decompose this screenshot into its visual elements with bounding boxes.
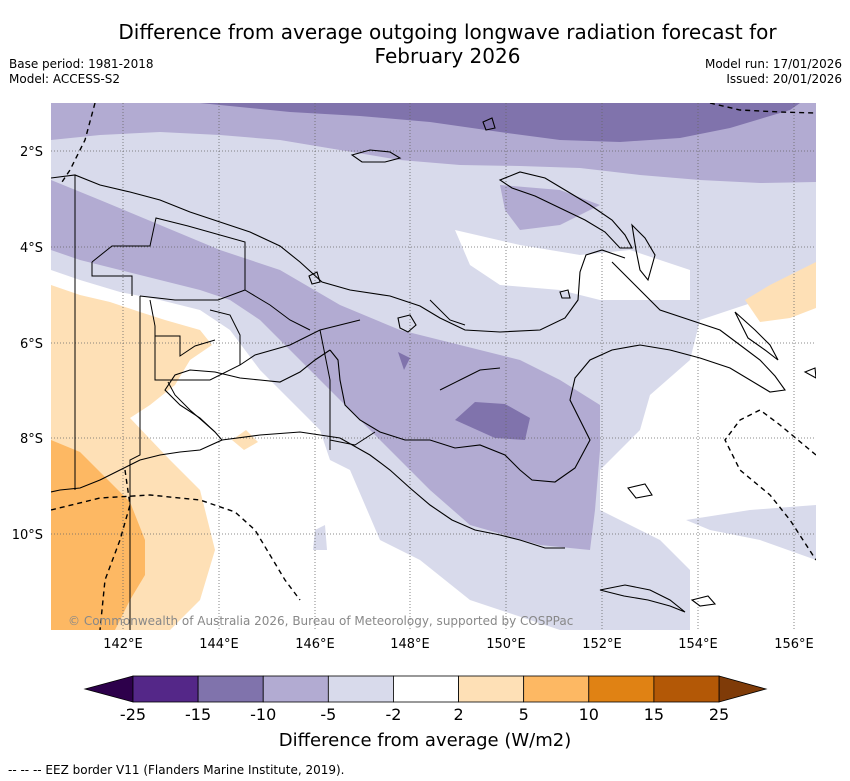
- coastline-manus: [350, 149, 402, 163]
- province-border: [244, 289, 311, 331]
- lon-label: 150°E: [486, 637, 526, 652]
- colorbar-tick-label: 10: [579, 705, 599, 724]
- lat-label: 8°S: [20, 432, 43, 447]
- meta-left: Base period: 1981-2018 Model: ACCESS-S2: [9, 57, 154, 87]
- anomaly-zone-light-purple-south: [313, 525, 327, 550]
- coastline-islet: [308, 271, 321, 285]
- neutral-zone-north: [455, 230, 690, 300]
- colorbar-extend-low: [83, 675, 134, 703]
- province-border: [91, 262, 133, 296]
- colorbar-tick-label: -15: [185, 705, 211, 724]
- lat-label: 10°S: [12, 528, 43, 543]
- anomaly-zone-light-purple-east: [686, 505, 816, 560]
- coastlines: [51, 117, 816, 613]
- province-border: [91, 217, 246, 301]
- province-border: [429, 299, 466, 326]
- map-area: © Commonwealth of Australia 2026, Bureau…: [51, 103, 816, 630]
- province-border: [319, 329, 331, 450]
- coastline-louisiade: [690, 595, 717, 607]
- anomaly-zone-dark-purple-south: [455, 402, 530, 440]
- lat-label: 6°S: [20, 337, 43, 352]
- coastline-new-guinea-south: [51, 349, 331, 493]
- colorbar-segment: [653, 675, 720, 703]
- eez-border-indonesia: [59, 103, 96, 186]
- chart-title: Difference from average outgoing longwav…: [118, 20, 777, 68]
- province-border: [167, 381, 216, 433]
- coastline-islet: [803, 367, 816, 379]
- colorbar-segment: [262, 675, 329, 703]
- model-name: Model: ACCESS-S2: [9, 72, 121, 86]
- lat-label: 4°S: [20, 241, 43, 256]
- eez-borders: [51, 103, 816, 630]
- lon-label: 152°E: [582, 637, 622, 652]
- coastline-islet: [559, 289, 571, 299]
- province-border: [329, 431, 376, 446]
- base-period: Base period: 1981-2018: [9, 57, 154, 71]
- lon-label: 154°E: [678, 637, 718, 652]
- colorbar-tick-label: -5: [320, 705, 336, 724]
- coastline-trobriand: [627, 483, 653, 499]
- lon-label: 144°E: [199, 637, 239, 652]
- colorbar-tick-label: -25: [120, 705, 146, 724]
- coastline-new-guinea-east: [329, 261, 786, 483]
- colorbar-tick-label: 2: [453, 705, 463, 724]
- meta-right: Model run: 17/01/2026 Issued: 20/01/2026: [705, 57, 842, 87]
- coastline-bougainville: [734, 311, 779, 361]
- border-indonesia-png: [129, 296, 141, 630]
- province-borders: [74, 175, 501, 630]
- eez-border-torres: [51, 494, 301, 601]
- colorbar-extend-high: [718, 675, 768, 703]
- colorbar: -25 -15 -10 -5 -2 2 5 10 15 25: [83, 675, 768, 724]
- anomaly-zone-dark-purple-north: [200, 103, 800, 142]
- anomaly-zone-dark-purple-spot: [398, 352, 410, 370]
- lon-label: 156°E: [774, 637, 814, 652]
- province-border: [155, 335, 216, 357]
- anomaly-zone-mid-purple-main: [51, 180, 600, 550]
- colorbar-label: Difference from average (W/m2): [278, 730, 572, 751]
- colorbar-tick-label: 15: [644, 705, 664, 724]
- model-run: Model run: 17/01/2026: [704, 57, 842, 71]
- lon-label: 146°E: [295, 637, 335, 652]
- anomaly-zone-light-orange-small: [232, 430, 258, 450]
- province-border: [439, 367, 501, 391]
- coastline-gulf-south: [221, 431, 565, 549]
- copyright-notice: © Commonwealth of Australia 2026, Bureau…: [68, 614, 573, 628]
- colorbar-segment: [132, 675, 199, 703]
- coastline-karkar: [397, 314, 417, 333]
- colorbar-segment: [588, 675, 655, 703]
- colorbar-tick-label: 25: [709, 705, 729, 724]
- colorbar-segment: [197, 675, 264, 703]
- lat-label: 2°S: [20, 145, 43, 160]
- anomaly-zone-light-orange-east: [745, 262, 816, 322]
- eez-legend: -- -- -- EEZ border V11 (Flanders Marine…: [8, 763, 345, 777]
- colorbar-tick-label: -2: [385, 705, 401, 724]
- lon-label: 148°E: [390, 637, 430, 652]
- neutral-zone-south: [130, 390, 300, 560]
- colorbar-segment: [393, 675, 459, 703]
- colorbar-tick-label: -10: [250, 705, 276, 724]
- colorbar-segment: [327, 675, 394, 703]
- eez-border-solomon: [724, 409, 816, 561]
- coastline-islet: [482, 117, 496, 131]
- coastline-d-entrecasteaux: [599, 584, 686, 613]
- coastline-new-guinea-north: [51, 174, 626, 333]
- colorbar-segment: [458, 675, 525, 703]
- coastline-new-britain: [498, 171, 633, 249]
- province-border: [209, 309, 241, 365]
- colorbar-tick-label: 5: [519, 705, 529, 724]
- colorbar-segment: [523, 675, 590, 703]
- coastline-new-ireland: [631, 223, 656, 282]
- lon-label: 142°E: [103, 637, 143, 652]
- issued-date: Issued: 20/01/2026: [726, 72, 842, 86]
